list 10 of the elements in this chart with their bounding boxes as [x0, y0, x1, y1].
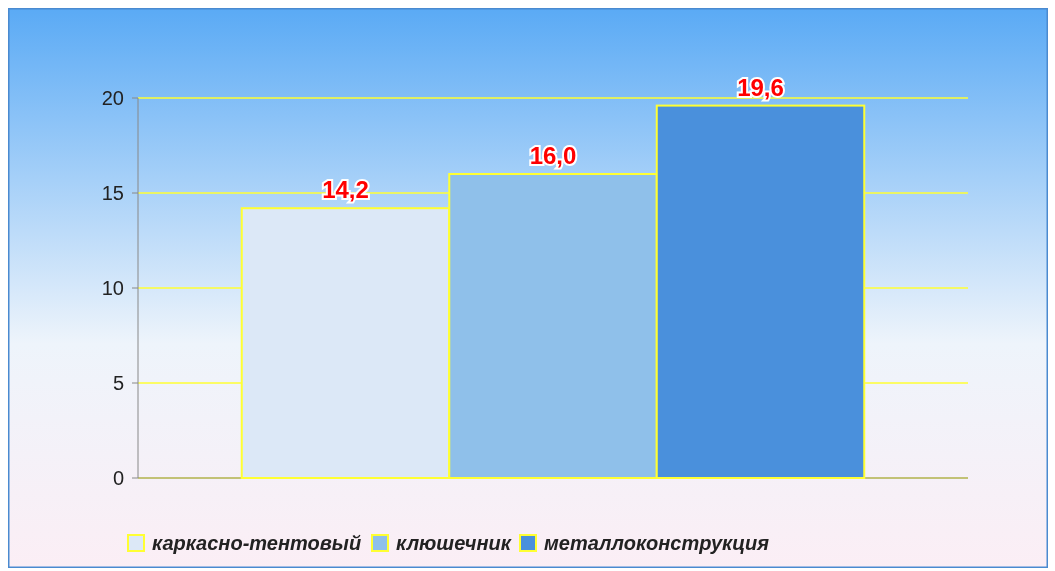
text: 19,6: [737, 73, 784, 101]
legend-label: каркасно-тентовый: [152, 532, 362, 554]
y-tick-label: 5: [112, 372, 124, 394]
y-tick-label: 15: [101, 182, 124, 204]
y-tick-label: 20: [101, 87, 124, 109]
y-tick-label: 0: [112, 467, 124, 489]
text: 16,0: [529, 142, 577, 169]
legend-label: клюшечник: [396, 532, 512, 554]
legend-label: металлоконструкция: [544, 532, 770, 554]
y-tick-label: 10: [101, 277, 124, 299]
